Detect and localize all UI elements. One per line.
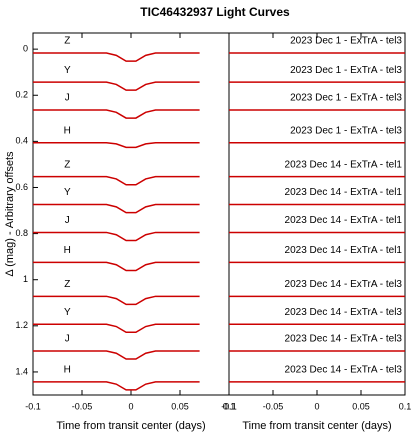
model-line [33,295,200,306]
model-line [33,52,200,62]
y-tick-label: 0.6 [15,182,28,192]
chart-title: TIC46432937 Light Curves [140,5,290,19]
curve-label: Z [64,279,70,290]
x-tick-label: 0.1 [399,401,412,411]
x-tick-label: 0.05 [352,401,370,411]
curve-label: J [65,334,70,345]
model-line [33,381,200,391]
curve-label: 2023 Dec 1 - ExTrA - tel3 [290,125,402,136]
x-axis-label: Time from transit center (days) [242,420,391,432]
y-tick-label: 1.4 [15,366,28,376]
curve-label: 2023 Dec 1 - ExTrA - tel3 [290,65,402,76]
y-tick-label: 0.4 [15,136,28,146]
curve-label: 2023 Dec 1 - ExTrA - tel3 [290,93,402,104]
curve-label: 2023 Dec 14 - ExTrA - tel3 [285,364,403,375]
curve-label: 2023 Dec 14 - ExTrA - tel3 [285,334,403,345]
model-line [33,203,200,214]
curve-label: Y [64,65,71,76]
curve-label: Z [64,159,70,170]
y-tick-label: 0 [23,44,28,54]
model-line [33,175,200,186]
x-axis-label: Time from transit center (days) [56,420,205,432]
y-tick-label: 0.8 [15,228,28,238]
curve-label: H [64,245,71,256]
y-tick-label: 0.2 [15,90,28,100]
x-tick-label: -0.1 [25,401,41,411]
y-tick-label: 1 [23,274,28,284]
curve-label: Y [64,307,71,318]
curve-label: 2023 Dec 1 - ExTrA - tel3 [290,36,402,47]
model-line [33,231,200,242]
x-tick-label: -0.05 [263,401,284,411]
curve-label: H [64,364,71,375]
y-axis-label: Δ (mag) - Arbitrary offsets [4,151,16,277]
x-tick-label: 0.05 [171,401,189,411]
x-tick-label: 0 [314,401,319,411]
plot-frame [32,32,230,396]
model-line [33,350,200,360]
x-tick-label: 0.1 [223,401,236,411]
curve-label: 2023 Dec 14 - ExTrA - tel1 [285,187,403,198]
x-tick-label: -0.1 [221,401,237,411]
curve-label: H [64,125,71,136]
curve-label: 2023 Dec 14 - ExTrA - tel3 [285,307,403,318]
model-line [33,261,200,272]
curve-label: J [65,215,70,226]
x-tick-label: 0 [128,401,133,411]
curve-label: 2023 Dec 14 - ExTrA - tel1 [285,245,403,256]
model-line [33,142,200,149]
y-tick-label: 1.2 [15,320,28,330]
curve-label: Y [64,187,71,198]
model-line [33,323,200,334]
curve-label: 2023 Dec 14 - ExTrA - tel1 [285,159,403,170]
x-tick-label: -0.05 [72,401,93,411]
curve-label: 2023 Dec 14 - ExTrA - tel1 [285,215,403,226]
model-line [33,109,200,119]
model-line [33,81,200,91]
curve-label: J [65,93,70,104]
curve-label: Z [64,36,70,47]
curve-label: 2023 Dec 14 - ExTrA - tel3 [285,279,403,290]
